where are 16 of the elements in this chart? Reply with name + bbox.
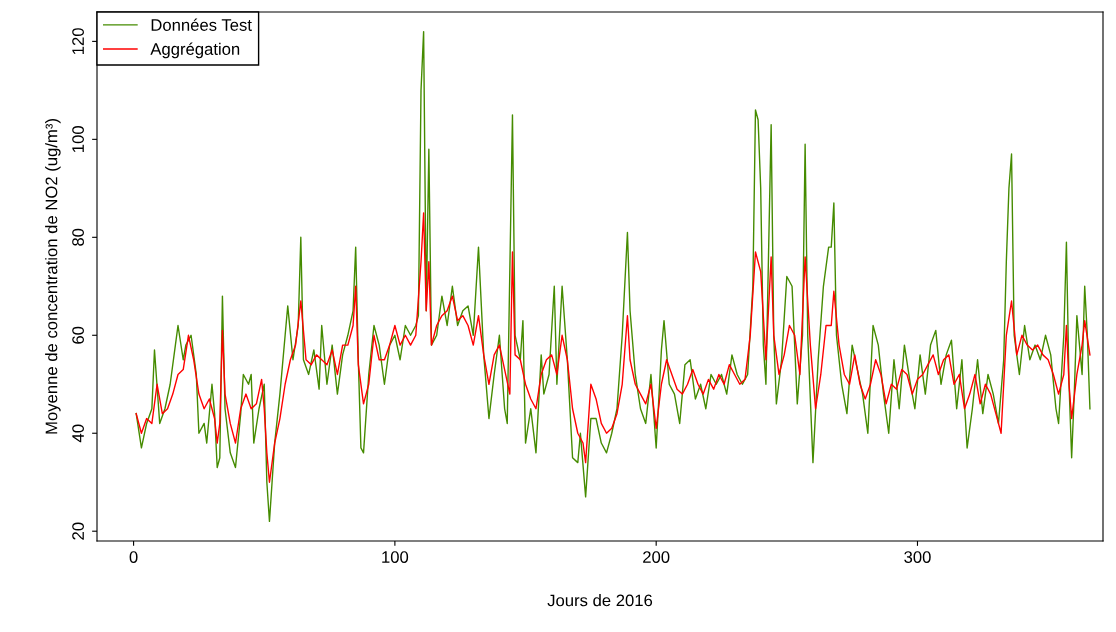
y-tick-label: 120 [72,28,84,55]
y-tick-label: 60 [72,326,84,344]
y-tick-label: 20 [72,522,84,540]
y-tick-label: 40 [72,424,84,443]
legend-label: Données Test [151,18,252,31]
x-axis-title: Jours de 2016 [547,594,653,607]
x-tick-label: 200 [643,551,670,563]
x-tick-label: 0 [129,551,138,563]
line-series [135,212,1091,483]
line-series [135,30,1091,523]
y-tick-label: 100 [72,126,84,152]
y-axis-title: Moyenne de concentration de NO2 (ug/m³) [45,119,61,434]
y-tick-label: 80 [72,228,84,246]
x-tick-label: 100 [382,551,409,563]
x-tick-label: 300 [904,551,931,563]
legend-label: Aggrégation [150,42,240,59]
